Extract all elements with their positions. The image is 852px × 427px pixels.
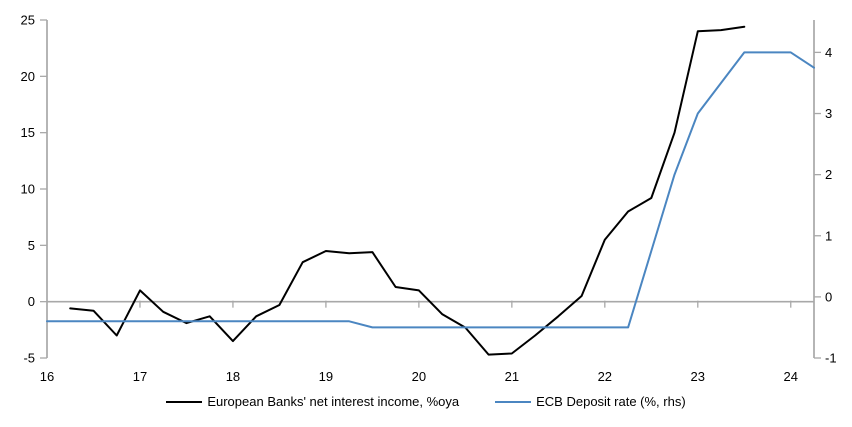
- left-axis-tick-label: 20: [21, 69, 35, 84]
- x-tick-label: 19: [319, 369, 333, 384]
- legend-item-ecb-deposit-rate: ECB Deposit rate (%, rhs): [495, 394, 686, 409]
- blue-line-swatch: [495, 400, 532, 403]
- x-tick-label: 21: [505, 369, 519, 384]
- right-axis-tick-label: 2: [825, 167, 832, 182]
- left-axis-tick-label: 5: [28, 238, 35, 253]
- left-axis-tick-label: 25: [21, 13, 35, 28]
- left-axis-tick-label: -5: [23, 351, 35, 366]
- left-axis-tick-label: 0: [28, 294, 35, 309]
- black-line-swatch: [166, 400, 203, 403]
- x-tick-label: 23: [691, 369, 705, 384]
- legend: European Banks' net interest income, %oy…: [0, 394, 852, 409]
- left-axis-tick-label: 10: [21, 182, 35, 197]
- right-axis-tick-label: 0: [825, 289, 832, 304]
- left-axis-tick-label: 15: [21, 125, 35, 140]
- x-tick-label: 18: [226, 369, 240, 384]
- legend-label-ecb-deposit-rate: ECB Deposit rate (%, rhs): [536, 394, 686, 409]
- ecb-deposit-rate-line: [46, 51, 815, 329]
- right-axis-tick-label: 3: [825, 106, 832, 121]
- x-tick-label: 20: [412, 369, 426, 384]
- x-tick-label: 24: [784, 369, 798, 384]
- right-axis-tick-label: -1: [825, 351, 837, 366]
- net-interest-income-line: [69, 25, 746, 356]
- legend-label-net-interest-income: European Banks' net interest income, %oy…: [207, 394, 460, 409]
- x-tick-label: 22: [598, 369, 612, 384]
- legend-item-net-interest-income: European Banks' net interest income, %oy…: [166, 394, 459, 409]
- right-axis-tick-label: 4: [825, 45, 832, 60]
- right-axis-tick-label: 1: [825, 228, 832, 243]
- x-tick-label: 17: [133, 369, 147, 384]
- x-tick-label: 16: [40, 369, 54, 384]
